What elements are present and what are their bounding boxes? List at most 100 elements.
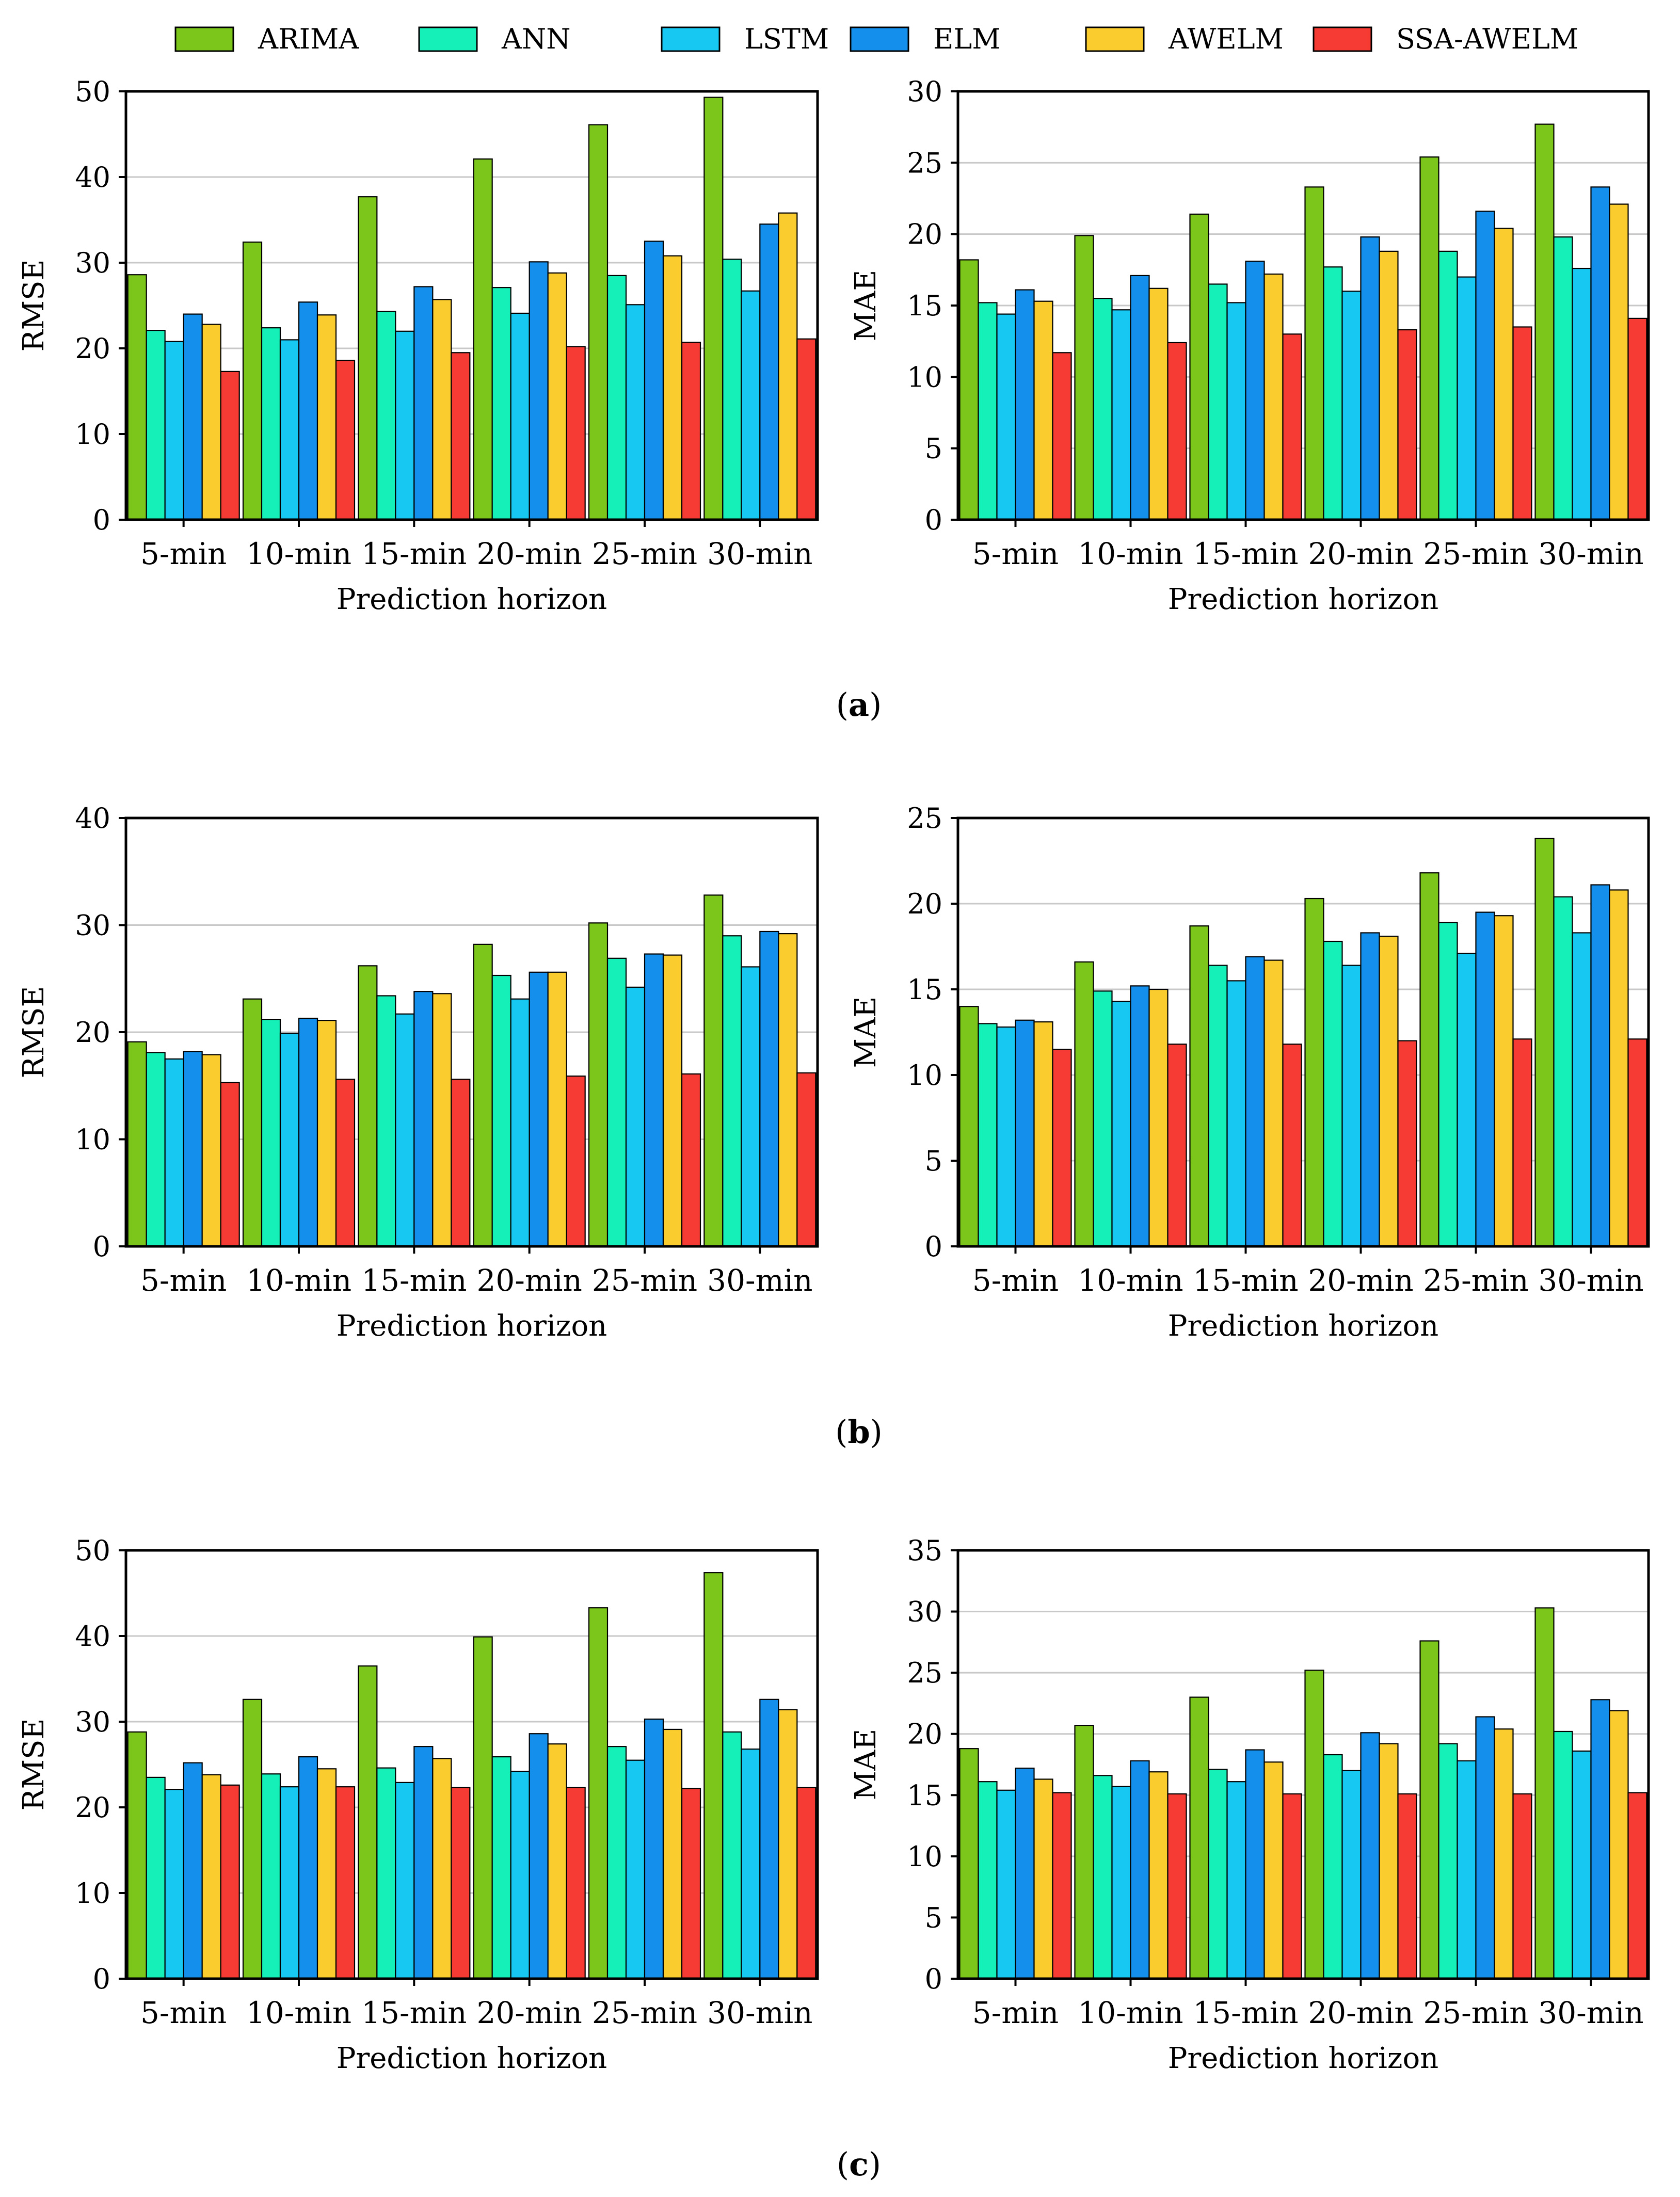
y-tick-label: 0 [925, 504, 942, 536]
bar-ann-5-min [146, 1052, 166, 1247]
bar-ssa-awelm-20-min [1397, 329, 1417, 521]
x-tick-label-30-min: 30-min [707, 1263, 812, 1298]
bar-lstm-15-min [1226, 980, 1246, 1247]
bar-ssa-awelm-25-min [1512, 326, 1532, 521]
y-tick-label: 20 [75, 332, 110, 365]
bars [959, 838, 1647, 1247]
x-tick-label-5-min: 5-min [972, 536, 1059, 571]
x-tick-label-25-min: 25-min [1423, 536, 1528, 571]
bar-lstm-5-min [164, 341, 184, 521]
bar-elm-25-min [1475, 1716, 1495, 1980]
bar-lstm-30-min [741, 1749, 761, 1980]
bar-arima-20-min [1304, 186, 1324, 521]
bar-ssa-awelm-10-min [1167, 342, 1187, 521]
bar-lstm-5-min [164, 1789, 184, 1980]
x-axis-label: Prediction horizon [1168, 583, 1438, 616]
legend-label-awelm: AWELM [1168, 23, 1284, 55]
y-tick-label: 20 [907, 1718, 942, 1751]
bar-elm-30-min [1590, 186, 1610, 521]
y-tick-label: 40 [75, 802, 110, 835]
bar-lstm-10-min [279, 1786, 300, 1980]
x-tick-label-30-min: 30-min [1538, 1263, 1643, 1298]
bar-ann-5-min [978, 1781, 998, 1980]
bar-ssa-awelm-15-min [1282, 333, 1302, 521]
bar-lstm-15-min [395, 1013, 415, 1247]
bar-ssa-awelm-15-min [451, 1787, 471, 1980]
x-tick-label-20-min: 20-min [1308, 1995, 1413, 2030]
bar-elm-5-min [183, 1762, 203, 1980]
bar-ssa-awelm-15-min [451, 1079, 471, 1247]
bar-arima-5-min [959, 1748, 979, 1980]
captions: (a) (b) (c) [835, 686, 883, 2183]
x-axis-label: Prediction horizon [337, 583, 607, 616]
bar-lstm-20-min [1341, 965, 1362, 1247]
bar-awelm-5-min [201, 1054, 221, 1247]
bar-ssa-awelm-20-min [566, 1075, 586, 1247]
x-tick-label-30-min: 30-min [707, 1995, 812, 2030]
legend: ARIMA ANN LSTM ELM AWELM SSA-AWELM [174, 23, 1578, 55]
bar-arima-5-min [959, 259, 979, 521]
y-tick-label: 30 [75, 909, 110, 942]
caption-a: (a) [836, 686, 882, 724]
y-tick-label: 10 [75, 1124, 110, 1156]
legend-label-elm: ELM [933, 23, 1001, 55]
bar-elm-5-min [1015, 289, 1035, 521]
bar-elm-10-min [1130, 985, 1150, 1247]
bar-arima-30-min [703, 894, 724, 1247]
x-tick-label-20-min: 20-min [1308, 1263, 1413, 1298]
x-tick-label-15-min: 15-min [1193, 536, 1298, 571]
bar-ssa-awelm-30-min [796, 1787, 817, 1980]
y-tick-label: 15 [907, 973, 942, 1006]
x-axis-label: Prediction horizon [337, 1309, 607, 1343]
legend-item-elm: ELM [850, 23, 1001, 55]
bar-arima-5-min [127, 1041, 147, 1247]
x-tick-label-5-min: 5-min [972, 1995, 1059, 2030]
legend-item-ann: ANN [418, 23, 571, 55]
bar-ssa-awelm-5-min [1052, 1049, 1072, 1247]
bar-ssa-awelm-10-min [335, 360, 356, 521]
bar-ssa-awelm-5-min [1052, 1792, 1072, 1980]
y-axis-label: RMSE [17, 986, 51, 1079]
bar-awelm-20-min [547, 272, 567, 521]
bar-ssa-awelm-5-min [220, 1784, 240, 1980]
legend-swatch-lstm [661, 26, 721, 52]
bar-ann-25-min [606, 1746, 627, 1980]
bar-ann-10-min [261, 1018, 281, 1247]
y-tick-label: 30 [907, 1596, 942, 1628]
chart-a-left-rmse: 0 10 20 30 40 50 5-min 10-min 15-min 20-min 25-min… [17, 75, 819, 616]
x-tick-label-10-min: 10-min [246, 536, 351, 571]
x-tick-label-20-min: 20-min [1308, 536, 1413, 571]
x-tick-label-5-min: 5-min [140, 1263, 227, 1298]
bar-lstm-30-min [741, 290, 761, 521]
bar-lstm-20-min [510, 1771, 530, 1980]
y-tick-label: 30 [75, 1706, 110, 1738]
bar-awelm-30-min [778, 933, 798, 1247]
bar-ann-10-min [261, 1773, 281, 1980]
bar-ann-5-min [978, 1023, 998, 1247]
gridlines [958, 162, 1649, 450]
bar-arima-20-min [473, 158, 493, 521]
bar-ssa-awelm-30-min [796, 1072, 817, 1247]
bar-ann-15-min [376, 1767, 396, 1980]
bar-arima-15-min [1189, 1696, 1209, 1980]
bar-elm-20-min [529, 261, 549, 521]
bar-elm-15-min [413, 1746, 434, 1980]
legend-label-lstm: LSTM [744, 23, 829, 55]
bar-lstm-5-min [996, 1026, 1016, 1247]
plot-frame [124, 816, 819, 1248]
y-tick-label: 40 [75, 161, 110, 194]
bar-lstm-10-min [1111, 309, 1131, 521]
bar-arima-15-min [358, 965, 378, 1247]
bar-elm-20-min [529, 971, 549, 1247]
bar-ann-20-min [491, 974, 511, 1247]
bar-lstm-10-min [279, 1032, 300, 1247]
bar-ssa-awelm-30-min [1627, 1038, 1647, 1247]
bar-ann-10-min [1093, 990, 1113, 1247]
y-tick-label: 25 [907, 1657, 942, 1689]
bar-ssa-awelm-10-min [335, 1079, 356, 1247]
bar-awelm-30-min [778, 1709, 798, 1980]
bar-arima-25-min [1419, 872, 1439, 1247]
plot-frame [956, 1549, 1650, 1980]
bar-ssa-awelm-20-min [1397, 1040, 1417, 1247]
x-tick-label-20-min: 20-min [477, 1995, 582, 2030]
